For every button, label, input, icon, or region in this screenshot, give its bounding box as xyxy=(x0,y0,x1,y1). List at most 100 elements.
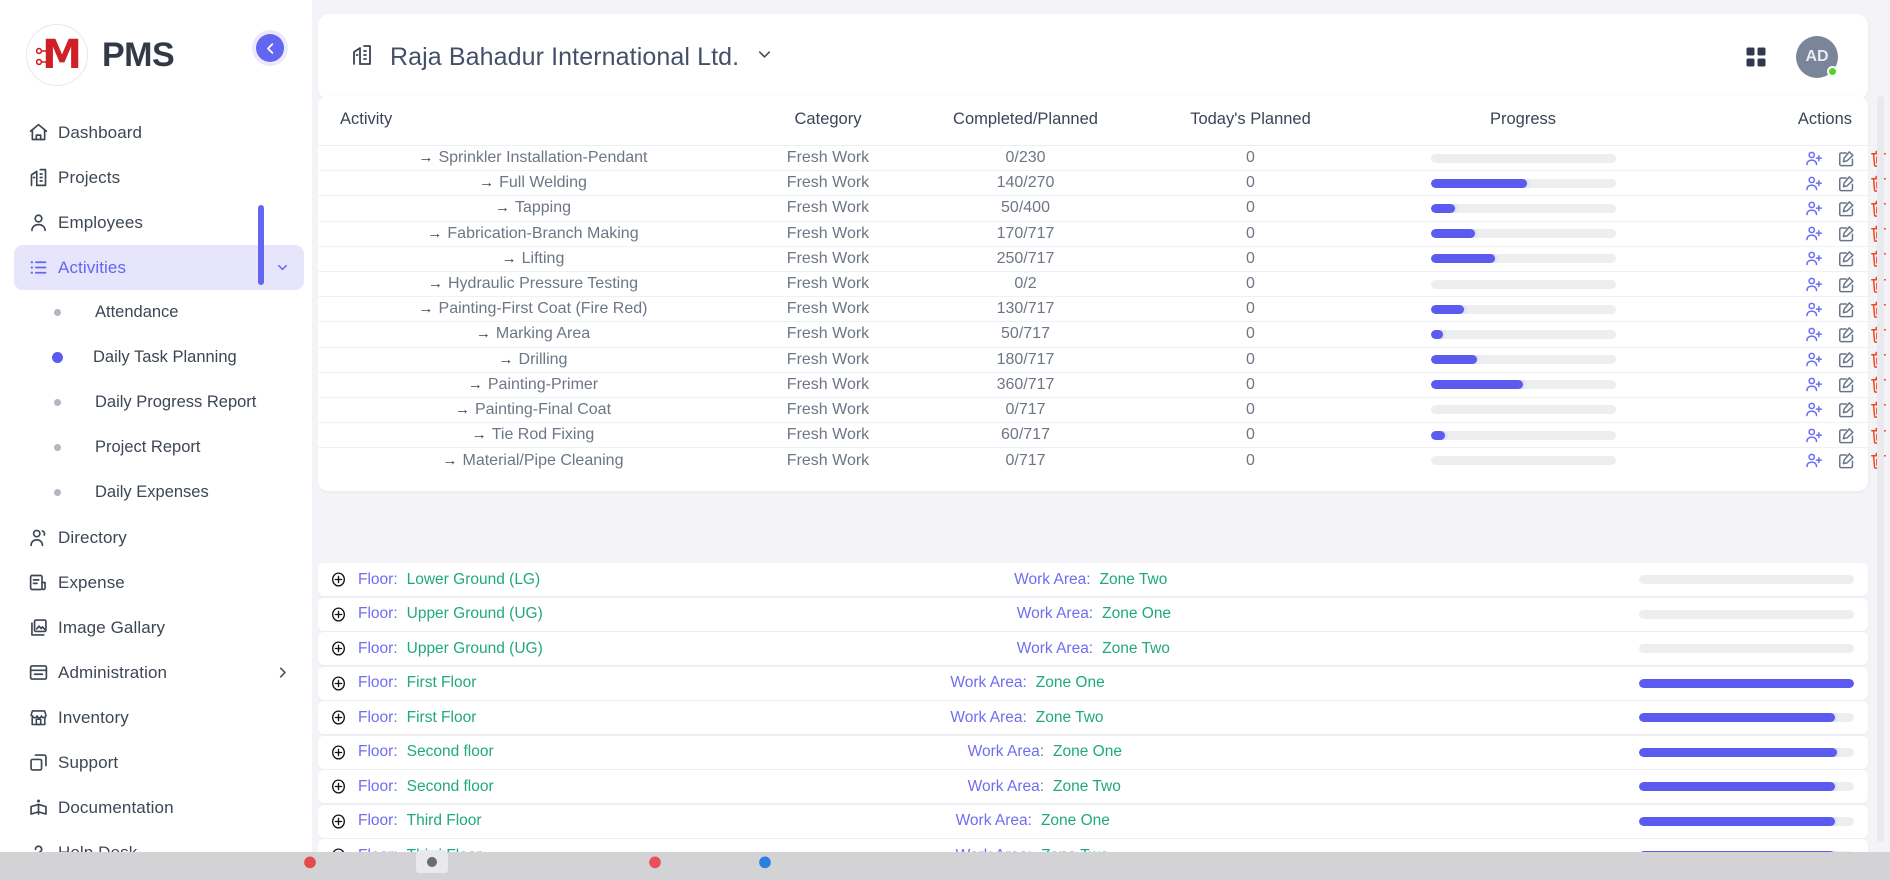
person-add-icon[interactable] xyxy=(1805,249,1824,268)
edit-icon[interactable] xyxy=(1837,451,1856,470)
edit-icon[interactable] xyxy=(1837,275,1856,294)
chevron-down-icon[interactable] xyxy=(755,45,774,69)
table-row[interactable]: → Material/Pipe Cleaning Fresh Work 0/717 0 xyxy=(318,448,1888,473)
edit-icon[interactable] xyxy=(1837,325,1856,344)
table-row[interactable]: → Painting-Final Coat Fresh Work 0/717 0 xyxy=(318,397,1888,424)
table-header: Activity Category Completed/Planned Toda… xyxy=(318,96,1888,146)
sidebar-item-support[interactable]: Support xyxy=(14,740,304,785)
table-row[interactable]: → Fabrication-Branch Making Fresh Work 170/… xyxy=(318,221,1888,247)
floor-row[interactable]: Floor: Third Floor Work Area: Zone One xyxy=(318,804,1868,838)
chevron-right-icon[interactable] xyxy=(275,665,290,680)
plus-circle-icon[interactable] xyxy=(330,744,354,761)
floor-row[interactable]: Floor: Second floor Work Area: Zone Two xyxy=(318,770,1868,803)
sidebar-item-label: Projects xyxy=(58,167,121,187)
plus-circle-icon[interactable] xyxy=(330,778,354,795)
edit-icon[interactable] xyxy=(1837,350,1856,369)
cell-completed-planned: 140/270 xyxy=(908,170,1143,197)
plus-circle-icon[interactable] xyxy=(330,606,354,623)
sidebar-subitem-daily-progress-report[interactable]: Daily Progress Report xyxy=(14,380,304,425)
main-scrollbar[interactable] xyxy=(1877,96,1884,842)
sidebar-item-inventory[interactable]: Inventory xyxy=(14,695,304,740)
cell-todays-planned: 0 xyxy=(1143,372,1358,398)
sidebar-item-label: Dashboard xyxy=(58,122,143,142)
person-add-icon[interactable] xyxy=(1805,451,1824,470)
table-row[interactable]: → Tie Rod Fixing Fresh Work 60/717 0 xyxy=(318,422,1888,449)
sidebar-scrollbar[interactable] xyxy=(258,205,264,285)
taskbar-app-icon-4[interactable] xyxy=(755,854,775,879)
floor-row[interactable]: Floor: First Floor Work Area: Zone One xyxy=(318,666,1868,700)
taskbar-app-icon-3[interactable] xyxy=(645,854,665,879)
plus-circle-icon[interactable] xyxy=(330,813,354,830)
sidebar-item-directory[interactable]: Directory xyxy=(14,515,304,560)
sidebar-collapse-button[interactable] xyxy=(252,30,288,66)
bullet-icon xyxy=(54,444,61,451)
table-row[interactable]: → Hydraulic Pressure Testing Fresh Work 0/2… xyxy=(318,271,1888,298)
sidebar-item-activities[interactable]: Activities xyxy=(14,245,304,290)
cell-progress xyxy=(1358,321,1688,348)
cell-progress xyxy=(1358,246,1688,272)
plus-circle-icon[interactable] xyxy=(330,640,354,657)
table-row[interactable]: → Full Welding Fresh Work 140/270 0 xyxy=(318,170,1888,197)
person-add-icon[interactable] xyxy=(1805,199,1824,218)
edit-icon[interactable] xyxy=(1837,149,1856,168)
table-row[interactable]: → Marking Area Fresh Work 50/717 0 xyxy=(318,321,1888,348)
edit-icon[interactable] xyxy=(1837,224,1856,243)
edit-icon[interactable] xyxy=(1837,174,1856,193)
sidebar-item-dashboard[interactable]: Dashboard xyxy=(14,110,304,155)
sidebar-subitem-project-report[interactable]: Project Report xyxy=(14,425,304,470)
table-row[interactable]: → Sprinkler Installation-Pendant Fresh Wor… xyxy=(318,145,1888,172)
cell-category: Fresh Work xyxy=(748,296,908,323)
floor-value: Third Floor xyxy=(406,812,482,829)
person-add-icon[interactable] xyxy=(1805,275,1824,294)
table-row[interactable]: → Tapping Fresh Work 50/400 0 xyxy=(318,195,1888,222)
edit-icon[interactable] xyxy=(1837,249,1856,268)
sidebar-subitem-daily-expenses[interactable]: Daily Expenses xyxy=(14,470,304,515)
brand-logo[interactable]: M PMS xyxy=(0,16,318,96)
taskbar-app-icon-2[interactable] xyxy=(415,849,449,878)
person-add-icon[interactable] xyxy=(1805,300,1824,319)
edit-icon[interactable] xyxy=(1837,426,1856,445)
plus-circle-icon[interactable] xyxy=(330,709,354,726)
floor-row[interactable]: Floor: Upper Ground (UG) Work Area: Zone Tw… xyxy=(318,632,1868,665)
person-add-icon[interactable] xyxy=(1805,350,1824,369)
table-row[interactable]: → Painting-First Coat (Fire Red) Fresh Wor… xyxy=(318,296,1888,323)
sidebar-item-documentation[interactable]: Documentation xyxy=(14,785,304,830)
floor-row[interactable]: Floor: Upper Ground (UG) Work Area: Zone On… xyxy=(318,597,1868,631)
person-add-icon[interactable] xyxy=(1805,224,1824,243)
edit-icon[interactable] xyxy=(1837,400,1856,419)
table-row[interactable]: → Painting-Primer Fresh Work 360/717 0 xyxy=(318,372,1888,398)
floor-progress-bar xyxy=(1639,678,1854,688)
floor-row[interactable]: Floor: Second floor Work Area: Zone One xyxy=(318,735,1868,769)
grid-apps-icon[interactable] xyxy=(1744,45,1768,69)
sidebar-item-projects[interactable]: Projects xyxy=(14,155,304,200)
sidebar-item-employees[interactable]: Employees xyxy=(14,200,304,245)
sidebar-subitem-attendance[interactable]: Attendance xyxy=(14,290,304,335)
person-add-icon[interactable] xyxy=(1805,149,1824,168)
person-add-icon[interactable] xyxy=(1805,375,1824,394)
cell-todays-planned: 0 xyxy=(1143,170,1358,197)
progress-bar xyxy=(1430,329,1616,339)
person-add-icon[interactable] xyxy=(1805,426,1824,445)
edit-icon[interactable] xyxy=(1837,375,1856,394)
person-add-icon[interactable] xyxy=(1805,325,1824,344)
sidebar-item-expense[interactable]: Expense xyxy=(14,560,304,605)
chevron-down-icon[interactable] xyxy=(275,260,290,275)
sidebar-item-administration[interactable]: Administration xyxy=(14,650,304,695)
company-selector[interactable]: Raja Bahadur International Ltd. xyxy=(350,43,774,72)
taskbar-app-icon-1[interactable] xyxy=(300,854,320,879)
edit-icon[interactable] xyxy=(1837,300,1856,319)
avatar[interactable]: AD xyxy=(1796,36,1838,78)
floor-row[interactable]: Floor: First Floor Work Area: Zone Two xyxy=(318,701,1868,734)
person-add-icon[interactable] xyxy=(1805,400,1824,419)
edit-icon[interactable] xyxy=(1837,199,1856,218)
floor-progress-bar-fill xyxy=(1639,816,1835,826)
sidebar-item-image-gallary[interactable]: Image Gallary xyxy=(14,605,304,650)
floor-row[interactable]: Floor: Lower Ground (LG) Work Area: Zone Tw… xyxy=(318,563,1868,596)
table-row[interactable]: → Lifting Fresh Work 250/717 0 xyxy=(318,246,1888,272)
cell-todays-planned: 0 xyxy=(1143,195,1358,222)
plus-circle-icon[interactable] xyxy=(330,571,354,588)
plus-circle-icon[interactable] xyxy=(330,675,354,692)
sidebar-subitem-daily-task-planning[interactable]: Daily Task Planning xyxy=(14,335,304,380)
table-row[interactable]: → Drilling Fresh Work 180/717 0 xyxy=(318,347,1888,373)
person-add-icon[interactable] xyxy=(1805,174,1824,193)
